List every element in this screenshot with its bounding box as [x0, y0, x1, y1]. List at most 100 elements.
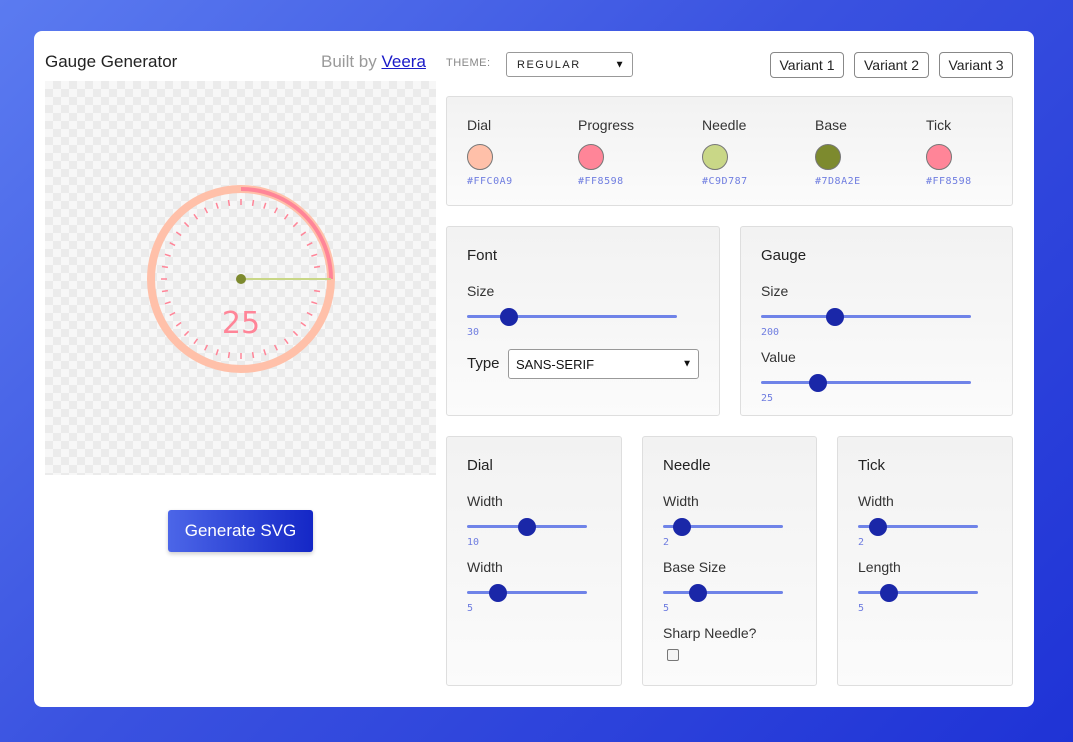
variant-3-button[interactable]: Variant 3 [939, 52, 1013, 78]
gauge-svg: 25 [147, 185, 335, 373]
tick-mark [164, 301, 171, 305]
tick-length-label: Length [858, 559, 901, 575]
variant-1-button[interactable]: Variant 1 [770, 52, 844, 78]
tick-mark [193, 213, 199, 220]
gauge-value-slider: Value 25 [761, 349, 971, 404]
chevron-down-icon: ▼ [614, 59, 626, 70]
color-needle-hex: #C9D787 [702, 176, 748, 187]
needle-base-size-thumb[interactable] [688, 583, 707, 602]
tick-length-track[interactable] [858, 583, 978, 602]
color-dial: Dial #FFC0A9 [467, 117, 513, 187]
tick-panel-title: Tick [858, 457, 885, 474]
tick-mark [306, 311, 313, 316]
tick-mark [311, 253, 318, 257]
theme-select[interactable]: REGULAR ▼ [506, 52, 633, 77]
font-size-slider: Size 30 [467, 283, 677, 338]
tick-width-thumb[interactable] [869, 517, 888, 536]
font-type-select[interactable]: SANS-SERIF ▼ [508, 349, 699, 379]
tick-mark [183, 330, 190, 337]
tick-mark [169, 311, 176, 316]
needle-panel-title: Needle [663, 457, 711, 474]
tick-length-thumb[interactable] [880, 583, 899, 602]
tick-mark [161, 265, 169, 269]
font-size-track[interactable] [467, 307, 677, 326]
dial-width-thumb[interactable] [518, 517, 536, 536]
generate-svg-button[interactable]: Generate SVG [168, 510, 313, 552]
tick-mark [300, 321, 307, 327]
tick-width-label: Width [858, 493, 894, 509]
progress-arc [240, 187, 333, 280]
needle-width-thumb[interactable] [673, 517, 692, 536]
dial-width-label: Width [467, 493, 503, 509]
tick-mark [273, 207, 278, 214]
built-by: Built by Veera [321, 52, 426, 72]
dial-width-slider: Width 10 [467, 493, 587, 548]
needle-base-size-track[interactable] [663, 583, 783, 602]
dial-width-track[interactable] [467, 517, 587, 536]
color-progress-swatch[interactable] [578, 144, 604, 170]
needle-width-track[interactable] [663, 517, 783, 536]
tick-mark [251, 351, 255, 359]
gauge-panel: Gauge Size 200 Value 25 [740, 226, 1013, 416]
color-dial-label: Dial [467, 117, 492, 133]
color-base-label: Base [815, 117, 847, 133]
tick-mark [215, 349, 219, 356]
color-needle-label: Needle [702, 117, 747, 133]
gauge-size-track[interactable] [761, 307, 971, 326]
tick-width-track[interactable] [858, 517, 978, 536]
tick-mark [313, 289, 321, 293]
color-tick-swatch[interactable] [926, 144, 952, 170]
tick-mark [292, 330, 299, 337]
app-title: Gauge Generator [45, 52, 178, 71]
dial-panel: Dial Width 10 Width 5 [446, 436, 622, 686]
tick-length-value: 5 [858, 603, 865, 614]
tick-mark [183, 221, 190, 228]
tick-mark [204, 344, 209, 351]
author-link[interactable]: Veera [381, 52, 426, 71]
tick-length-slider: Length 5 [858, 559, 978, 614]
theme-label: THEME: [446, 57, 491, 69]
tick-mark [164, 253, 171, 257]
tick-mark [311, 301, 318, 305]
gauge-panel-title: Gauge [761, 247, 807, 264]
theme-select-value: REGULAR [517, 58, 581, 71]
gauge-size-value: 200 [761, 327, 780, 338]
gauge-value-thumb[interactable] [808, 373, 827, 392]
tick-mark [313, 265, 321, 269]
tick-mark [306, 242, 313, 247]
color-dial-swatch[interactable] [467, 144, 493, 170]
tick-mark [169, 242, 176, 247]
font-size-thumb[interactable] [500, 307, 518, 326]
gauge-size-thumb[interactable] [825, 307, 844, 326]
tick-mark [204, 207, 209, 214]
dial-width-2-thumb[interactable] [489, 583, 508, 602]
gauge-preview: 25 [45, 81, 436, 475]
color-needle-swatch[interactable] [702, 144, 728, 170]
color-base: Base #7D8A2E [815, 117, 861, 187]
font-type-label: Type [467, 355, 500, 372]
tick-mark [227, 351, 231, 359]
color-progress-hex: #FF8598 [578, 176, 624, 187]
tick-mark [175, 321, 182, 327]
gauge-value-value: 25 [761, 393, 774, 404]
tick-mark [193, 338, 199, 345]
tick-width-slider: Width 2 [858, 493, 978, 548]
tick-mark [215, 202, 219, 209]
sharp-needle-checkbox[interactable] [667, 649, 679, 661]
needle-base-size-label: Base Size [663, 559, 727, 575]
dial-width-2-value: 5 [467, 603, 474, 614]
gauge-size-slider: Size 200 [761, 283, 971, 338]
color-base-swatch[interactable] [815, 144, 841, 170]
color-dial-hex: #FFC0A9 [467, 176, 513, 187]
tick-mark [300, 231, 307, 237]
tick-marks [161, 199, 321, 359]
sharp-needle-label: Sharp Needle? [663, 625, 757, 641]
font-size-label: Size [467, 283, 495, 299]
built-by-text: Built by [321, 52, 377, 71]
variant-2-button[interactable]: Variant 2 [854, 52, 929, 78]
color-needle: Needle #C9D787 [702, 117, 748, 187]
font-panel-title: Font [467, 247, 498, 264]
dial-width-2-track[interactable] [467, 583, 587, 602]
color-base-hex: #7D8A2E [815, 176, 861, 187]
gauge-value-track[interactable] [761, 373, 971, 392]
